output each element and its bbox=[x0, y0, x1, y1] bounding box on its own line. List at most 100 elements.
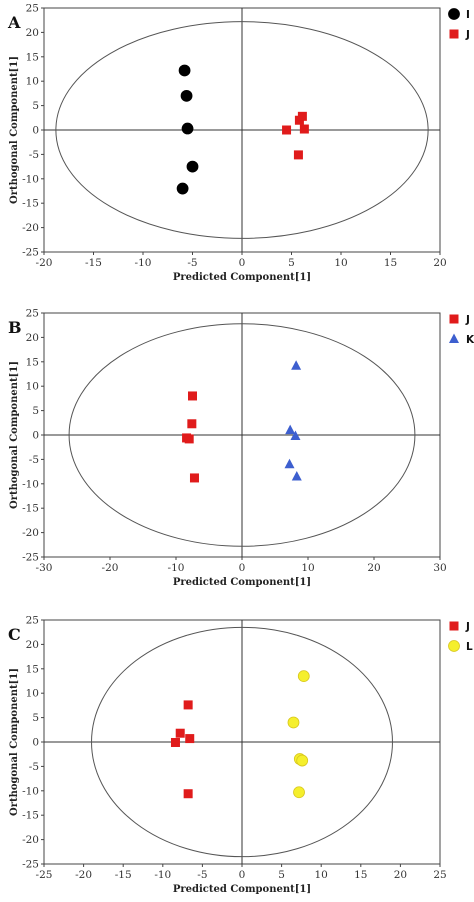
y-tick-label: 20 bbox=[26, 27, 39, 39]
legend-marker-k bbox=[449, 333, 459, 343]
x-tick-label: -5 bbox=[197, 869, 207, 881]
legend-label-j: J bbox=[465, 29, 470, 41]
y-tick-label: 0 bbox=[32, 430, 39, 442]
x-tick-label: 5 bbox=[278, 869, 285, 881]
data-point-j bbox=[299, 124, 309, 134]
data-point-j bbox=[183, 700, 193, 710]
x-tick-label: 15 bbox=[354, 869, 367, 881]
data-point-k bbox=[291, 360, 302, 370]
y-tick-label: 15 bbox=[26, 663, 39, 675]
legend-marker-j bbox=[449, 29, 459, 39]
panel-c: -25 -20 -15 -10 -5 0 5 10 15 20 25 -25 -20 -15 -10 -5 0 5… bbox=[8, 615, 473, 896]
data-point-j bbox=[188, 391, 197, 401]
panel-b: -30 -20 -10 0 10 20 30 -25 -20 -15 -10 -5 0 5 10 15 20 25… bbox=[8, 308, 474, 589]
data-point-j bbox=[183, 789, 193, 799]
y-tick-label: -10 bbox=[22, 173, 39, 185]
y-tick-label: 25 bbox=[26, 308, 39, 320]
x-tick-label: 10 bbox=[315, 869, 328, 881]
y-tick-label: 10 bbox=[26, 381, 39, 393]
data-point-i bbox=[178, 64, 191, 77]
data-point-j bbox=[175, 728, 185, 738]
y-tick-label: -15 bbox=[22, 503, 39, 515]
data-point-j bbox=[282, 125, 292, 135]
x-tick-label: -20 bbox=[102, 562, 119, 574]
y-tick-label: 25 bbox=[26, 3, 39, 15]
legend-label-k: K bbox=[466, 334, 474, 346]
confidence-ellipse bbox=[91, 626, 393, 858]
x-tick-label: -20 bbox=[75, 869, 92, 881]
y-tick-label: -5 bbox=[29, 761, 39, 773]
y-tick-label: 5 bbox=[32, 405, 39, 417]
y-tick-label: 5 bbox=[32, 712, 39, 724]
y-tick-label: -20 bbox=[22, 222, 39, 234]
y-axis-label: Orthogonal Component[1] bbox=[9, 668, 20, 816]
y-tick-label: 15 bbox=[26, 51, 39, 63]
data-point-i bbox=[181, 122, 194, 135]
x-tick-label: -25 bbox=[36, 869, 53, 881]
data-point-i bbox=[180, 89, 193, 102]
panel-label: B bbox=[8, 318, 22, 337]
data-point-i bbox=[176, 182, 189, 195]
data-point-l bbox=[293, 786, 305, 799]
confidence-ellipse bbox=[55, 21, 429, 239]
data-point-k bbox=[290, 430, 301, 440]
y-tick-label: 0 bbox=[32, 737, 39, 749]
panel-label: C bbox=[8, 625, 21, 644]
x-tick-label: 0 bbox=[239, 869, 246, 881]
x-tick-label: 20 bbox=[433, 257, 446, 269]
y-tick-label: -25 bbox=[22, 859, 39, 871]
y-tick-label: -5 bbox=[29, 149, 39, 161]
x-tick-label: 0 bbox=[239, 562, 246, 574]
y-tick-label: -15 bbox=[22, 810, 39, 822]
confidence-ellipse bbox=[68, 323, 416, 547]
x-tick-label: 0 bbox=[239, 257, 246, 269]
x-tick-label: 10 bbox=[301, 562, 314, 574]
data-point-l bbox=[287, 716, 300, 729]
panel-a: -20 -15 -10 -5 0 5 10 15 20-25-20-15-10-50510152… bbox=[7, 3, 470, 284]
y-tick-label: 5 bbox=[32, 100, 39, 112]
data-point-j bbox=[297, 111, 307, 121]
panel-label: A bbox=[7, 13, 21, 32]
x-tick-label: 20 bbox=[367, 562, 380, 574]
data-point-j bbox=[170, 737, 180, 747]
x-tick-label: 25 bbox=[433, 869, 446, 881]
legend-label-i: I bbox=[466, 9, 470, 21]
y-tick-label: 20 bbox=[26, 639, 39, 651]
x-tick-label: -10 bbox=[135, 257, 152, 269]
x-tick-label: -10 bbox=[154, 869, 171, 881]
y-tick-label: -20 bbox=[22, 834, 39, 846]
data-point-i bbox=[186, 160, 199, 173]
y-tick-label: -25 bbox=[22, 247, 39, 259]
legend-marker-j bbox=[449, 621, 459, 631]
x-axis-label: Predicted Component[1] bbox=[173, 577, 311, 588]
y-axis-label: Orthogonal Component[1] bbox=[9, 361, 20, 509]
x-axis-label: Predicted Component[1] bbox=[173, 272, 311, 283]
y-tick-label: 20 bbox=[26, 332, 39, 344]
legend-label-j: J bbox=[465, 314, 470, 326]
data-point-j bbox=[293, 150, 303, 160]
data-point-j bbox=[185, 734, 195, 744]
data-point-j bbox=[189, 473, 199, 483]
data-point-j bbox=[187, 419, 197, 429]
y-tick-label: 15 bbox=[26, 356, 39, 368]
x-tick-label: 20 bbox=[394, 869, 407, 881]
x-axis-label: Predicted Component[1] bbox=[173, 884, 311, 895]
x-tick-label: 15 bbox=[384, 257, 397, 269]
y-tick-label: 10 bbox=[26, 76, 39, 88]
y-tick-label: -15 bbox=[22, 198, 39, 210]
data-point-j bbox=[184, 434, 194, 444]
y-tick-label: 10 bbox=[26, 688, 39, 700]
x-tick-label: -20 bbox=[36, 257, 53, 269]
x-tick-label: 10 bbox=[334, 257, 347, 269]
x-tick-label: -30 bbox=[36, 562, 53, 574]
legend-label-l: L bbox=[466, 641, 473, 653]
y-tick-label: -20 bbox=[22, 527, 39, 539]
legend-label-j: J bbox=[465, 621, 470, 633]
data-point-k bbox=[285, 424, 296, 435]
y-tick-label: -5 bbox=[29, 454, 39, 466]
legend-marker-l bbox=[448, 640, 460, 652]
x-tick-label: -15 bbox=[115, 869, 132, 881]
legend-marker-j bbox=[449, 314, 459, 324]
data-point-k bbox=[284, 458, 295, 469]
